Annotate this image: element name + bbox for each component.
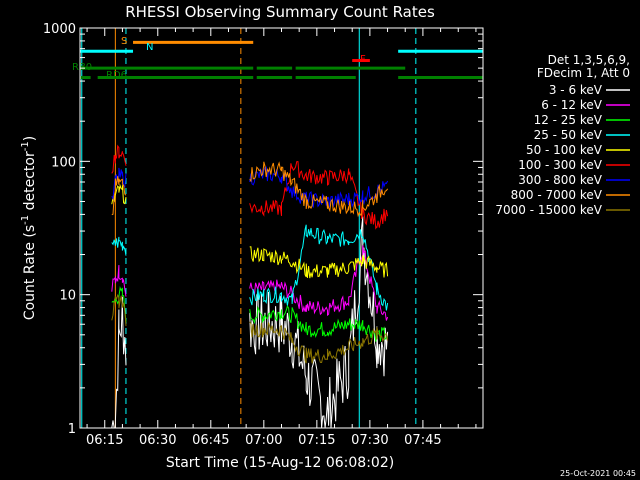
flag-label: RB0 — [72, 62, 92, 73]
series-line-4 — [249, 224, 389, 311]
x-axis-label: Start Time (15-Aug-12 06:08:02) — [166, 455, 394, 471]
legend-entry-label: 800 - 7000 keV — [511, 188, 603, 202]
flag-group: S N F RB0 RD6 — [72, 36, 483, 81]
series-line-8 — [111, 176, 127, 216]
series-line-7 — [111, 167, 127, 201]
flag-label: S — [121, 36, 127, 47]
flag-label: N — [146, 42, 153, 53]
x-tick-label: 07:30 — [351, 433, 388, 448]
y-axis-label-main: Count Rate (s — [22, 225, 38, 320]
x-tick-label: 07:45 — [404, 433, 441, 448]
series-line-8 — [249, 161, 389, 218]
legend-entry-label: 100 - 300 keV — [518, 158, 602, 172]
series-line-2 — [249, 245, 389, 321]
legend: Det 1,3,5,6,9,FDecim 1, Att 0 3 - 6 keV6 … — [495, 53, 630, 217]
series-line-5 — [249, 246, 389, 279]
x-axis-ticks: 06:15 06:30 06:45 07:00 07:15 07:30 07:45 — [86, 28, 477, 448]
series-line-6 — [111, 144, 127, 174]
x-tick-label: 06:15 — [86, 433, 123, 448]
y-axis-label-sup2: -1 — [20, 141, 31, 151]
series-line-1 — [249, 216, 389, 429]
x-tick-label: 06:45 — [192, 433, 229, 448]
y-axis-label-sup1: -1 — [20, 215, 31, 225]
flag-label: RD6 — [106, 70, 127, 81]
chart-title: RHESSI Observing Summary Count Rates — [125, 3, 435, 21]
y-tick-label: 1000 — [43, 22, 76, 37]
flag-label: F — [360, 54, 366, 65]
y-tick-label: 10 — [59, 289, 76, 304]
legend-header: Det 1,3,5,6,9, — [548, 53, 630, 67]
x-tick-label: 07:15 — [298, 433, 335, 448]
legend-entry-label: 50 - 100 keV — [526, 143, 603, 157]
legend-entry-label: 25 - 50 keV — [534, 128, 603, 142]
y-axis-label: Count Rate (s-1 detector-1) — [20, 136, 38, 320]
legend-entry-label: 7000 - 15000 keV — [495, 203, 602, 217]
series-line-7 — [249, 166, 389, 208]
y-axis-ticks: 1 10 100 1000 — [43, 22, 483, 437]
legend-entry-label: 6 - 12 keV — [541, 98, 603, 112]
generation-timestamp: 25-Oct-2021 00:45 — [560, 469, 636, 478]
series-line-2 — [111, 265, 127, 297]
legend-entry-label: 3 - 6 keV — [549, 83, 603, 97]
series-line-9 — [249, 321, 389, 364]
series-line-4 — [111, 236, 127, 256]
series-line-3 — [249, 305, 388, 342]
x-tick-label: 06:30 — [139, 433, 176, 448]
legend-entry-label: 300 - 800 keV — [518, 173, 602, 187]
y-tick-label: 1 — [68, 422, 76, 437]
y-tick-label: 100 — [51, 155, 76, 170]
y-axis-label-mid: detector — [22, 151, 38, 215]
series-line-9 — [111, 293, 127, 326]
x-tick-label: 07:00 — [245, 433, 282, 448]
legend-entry-label: 12 - 25 keV — [534, 113, 603, 127]
y-axis-label-end: ) — [22, 136, 38, 141]
series-line-6 — [249, 161, 389, 230]
legend-header: FDecim 1, Att 0 — [537, 66, 630, 80]
series-group — [111, 144, 389, 429]
series-line-5 — [111, 183, 127, 205]
